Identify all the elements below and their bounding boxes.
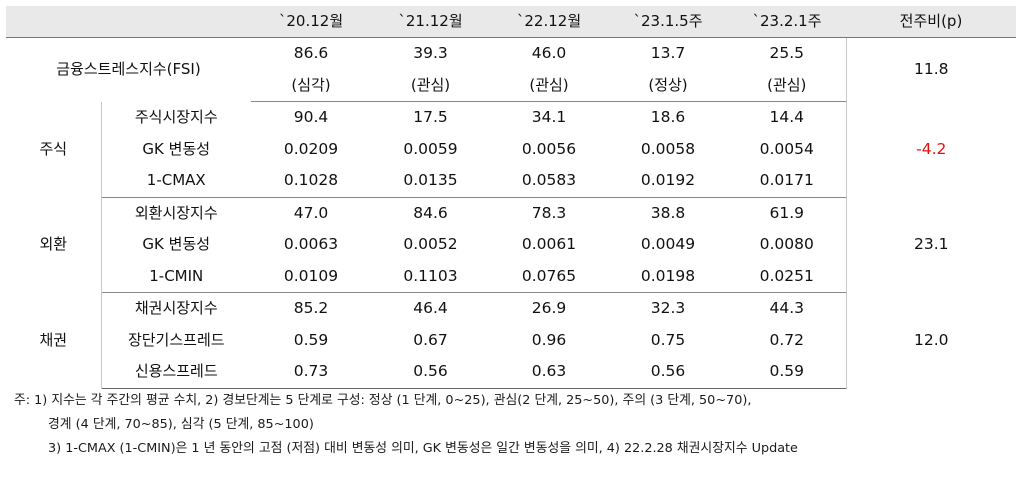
table-cell: 84.6 — [413, 203, 448, 222]
row-label: 1-CMIN — [101, 260, 251, 293]
fsi-label: 금융스트레스지수(FSI) — [56, 60, 201, 78]
row-label: GK 변동성 — [142, 139, 211, 158]
table-cell: 0.0063 — [283, 235, 339, 253]
table-cell: 0.0052 — [403, 235, 458, 253]
table-cell: 18.6 — [650, 108, 686, 126]
group-label-fx: 외환 — [6, 197, 102, 293]
table-header-row: `20.12월 `21.12월 `22.12월 `23.1.5주 `23.2.1… — [6, 6, 1016, 38]
table-cell: 0.59 — [728, 356, 846, 389]
table-row: GK 변동성 0.0063 0.0052 0.0061 0.0049 0.008… — [6, 229, 1016, 261]
table-cell: 0.1028 — [251, 165, 371, 198]
table-cell: 0.72 — [769, 330, 804, 349]
table-row: 외환 외환시장지수 47.0 84.6 78.3 38.8 61.9 23.1 — [6, 197, 1016, 293]
table-row: 채권 채권시장지수 85.2 46.4 26.9 32.3 44.3 12.0 — [6, 292, 1016, 388]
table-cell: 61.9 — [769, 203, 804, 222]
table-cell: 26.9 — [531, 299, 567, 317]
fsi-stage: (관심) — [728, 69, 846, 102]
fsi-value: 46.0 — [531, 44, 567, 62]
header-col-2022-12: `22.12월 — [490, 6, 608, 38]
fsi-table: `20.12월 `21.12월 `22.12월 `23.1.5주 `23.2.1… — [6, 6, 1016, 389]
footnote-line: 3) 1-CMAX (1-CMIN)은 1 년 동안의 고점 (저점) 대비 변… — [48, 441, 798, 456]
group-change-stock: -4.2 — [845, 101, 1016, 197]
table-cell: 0.0061 — [521, 235, 577, 253]
table-row: 장단기스프레드 0.59 0.67 0.96 0.75 0.72 — [6, 325, 1016, 357]
table-cell: 0.0058 — [640, 139, 696, 158]
table-row: 1-CMIN 0.0109 0.1103 0.0765 0.0198 0.025… — [6, 260, 1016, 293]
row-label: 주식시장지수 — [134, 107, 218, 126]
header-blank-cell — [6, 6, 251, 38]
fsi-value: 13.7 — [650, 44, 686, 62]
row-label: 외환시장지수 — [134, 203, 218, 222]
table-cell: 0.67 — [413, 330, 448, 349]
table-cell: 0.96 — [531, 330, 567, 349]
fsi-stage: (심각) — [251, 69, 371, 102]
header-col-2023-feb-w1: `23.2.1주 — [728, 6, 846, 38]
footnote-line: 경계 (4 단계, 70~85), 심각 (5 단계, 85~100) — [48, 417, 314, 432]
table-cell: 78.3 — [531, 203, 567, 222]
table-cell: 0.0059 — [403, 139, 458, 158]
row-label: 장단기스프레드 — [127, 330, 225, 349]
row-label: GK 변동성 — [142, 235, 211, 253]
group-label-stock: 주식 — [6, 101, 102, 197]
table-cell: 0.0135 — [371, 165, 490, 198]
table-cell: 0.0192 — [608, 165, 728, 198]
header-col-2021-12: `21.12월 — [371, 6, 490, 38]
table-cell: 0.0583 — [490, 165, 608, 198]
table-cell: 46.4 — [413, 299, 448, 317]
table-cell: 0.0109 — [251, 260, 371, 293]
fsi-stage: (정상) — [608, 69, 728, 102]
table-cell: 0.63 — [490, 356, 608, 389]
fsi-value-row: 금융스트레스지수(FSI) 86.6 39.3 46.0 13.7 25.5 1… — [6, 37, 1016, 102]
table-cell: 0.75 — [650, 330, 686, 349]
table-cell: 0.0171 — [728, 165, 846, 198]
table-cell: 0.0054 — [759, 139, 814, 158]
footnotes: 주: 1) 지수는 각 주간의 평균 수치, 2) 경보단계는 5 단계로 구성… — [14, 389, 798, 461]
table-cell: 17.5 — [413, 108, 448, 126]
table-cell: 90.4 — [293, 108, 329, 126]
table-cell: 0.0198 — [608, 260, 728, 293]
table-row: 신용스프레드 0.73 0.56 0.63 0.56 0.59 — [6, 356, 1016, 389]
fsi-value: 25.5 — [769, 44, 804, 62]
row-label: 신용스프레드 — [101, 356, 251, 389]
table-cell: 0.56 — [608, 356, 728, 389]
fsi-stage-row: (심각) (관심) (관심) (정상) (관심) — [6, 69, 1016, 102]
table-cell: 0.0765 — [490, 260, 608, 293]
fsi-stage: (관심) — [371, 69, 490, 102]
table-cell: 0.0056 — [521, 139, 577, 158]
fsi-value: 39.3 — [413, 44, 448, 62]
table-cell: 44.3 — [769, 299, 804, 317]
table-row: GK 변동성 0.0209 0.0059 0.0056 0.0058 0.005… — [6, 134, 1016, 166]
header-col-2023-jan-w5: `23.1.5주 — [608, 6, 728, 38]
group-change-fx: 23.1 — [845, 197, 1016, 293]
table-cell: 34.1 — [531, 108, 567, 126]
table-cell: 85.2 — [293, 299, 329, 317]
row-label: 1-CMAX — [101, 165, 251, 198]
group-change-bond: 12.0 — [845, 292, 1016, 388]
footnote-line: 주: 1) 지수는 각 주간의 평균 수치, 2) 경보단계는 5 단계로 구성… — [14, 393, 752, 408]
fsi-change: 11.8 — [845, 37, 1016, 102]
table-cell: 38.8 — [650, 203, 686, 222]
header-col-2020-12: `20.12월 — [251, 6, 371, 38]
table-cell: 47.0 — [293, 203, 329, 222]
table-cell: 0.0049 — [640, 235, 696, 253]
table-cell: 0.0251 — [728, 260, 846, 293]
table-cell: 14.4 — [769, 108, 804, 126]
table-cell: 0.59 — [293, 330, 329, 349]
table-cell: 0.0080 — [759, 235, 814, 253]
header-col-change: 전주비(p) — [846, 6, 1016, 38]
table-cell: 0.1103 — [371, 260, 490, 293]
group-label-bond: 채권 — [6, 292, 102, 388]
row-label: 채권시장지수 — [134, 299, 218, 317]
table-row: 1-CMAX 0.1028 0.0135 0.0583 0.0192 0.017… — [6, 165, 1016, 198]
table-cell: 0.0209 — [283, 139, 339, 158]
table-row: 주식 주식시장지수 90.4 17.5 34.1 18.6 14.4 -4.2 — [6, 101, 1016, 197]
fsi-stage: (관심) — [490, 69, 608, 102]
fsi-value: 86.6 — [293, 44, 329, 62]
table-cell: 0.56 — [371, 356, 490, 389]
table-cell: 0.73 — [251, 356, 371, 389]
table-cell: 32.3 — [650, 299, 686, 317]
